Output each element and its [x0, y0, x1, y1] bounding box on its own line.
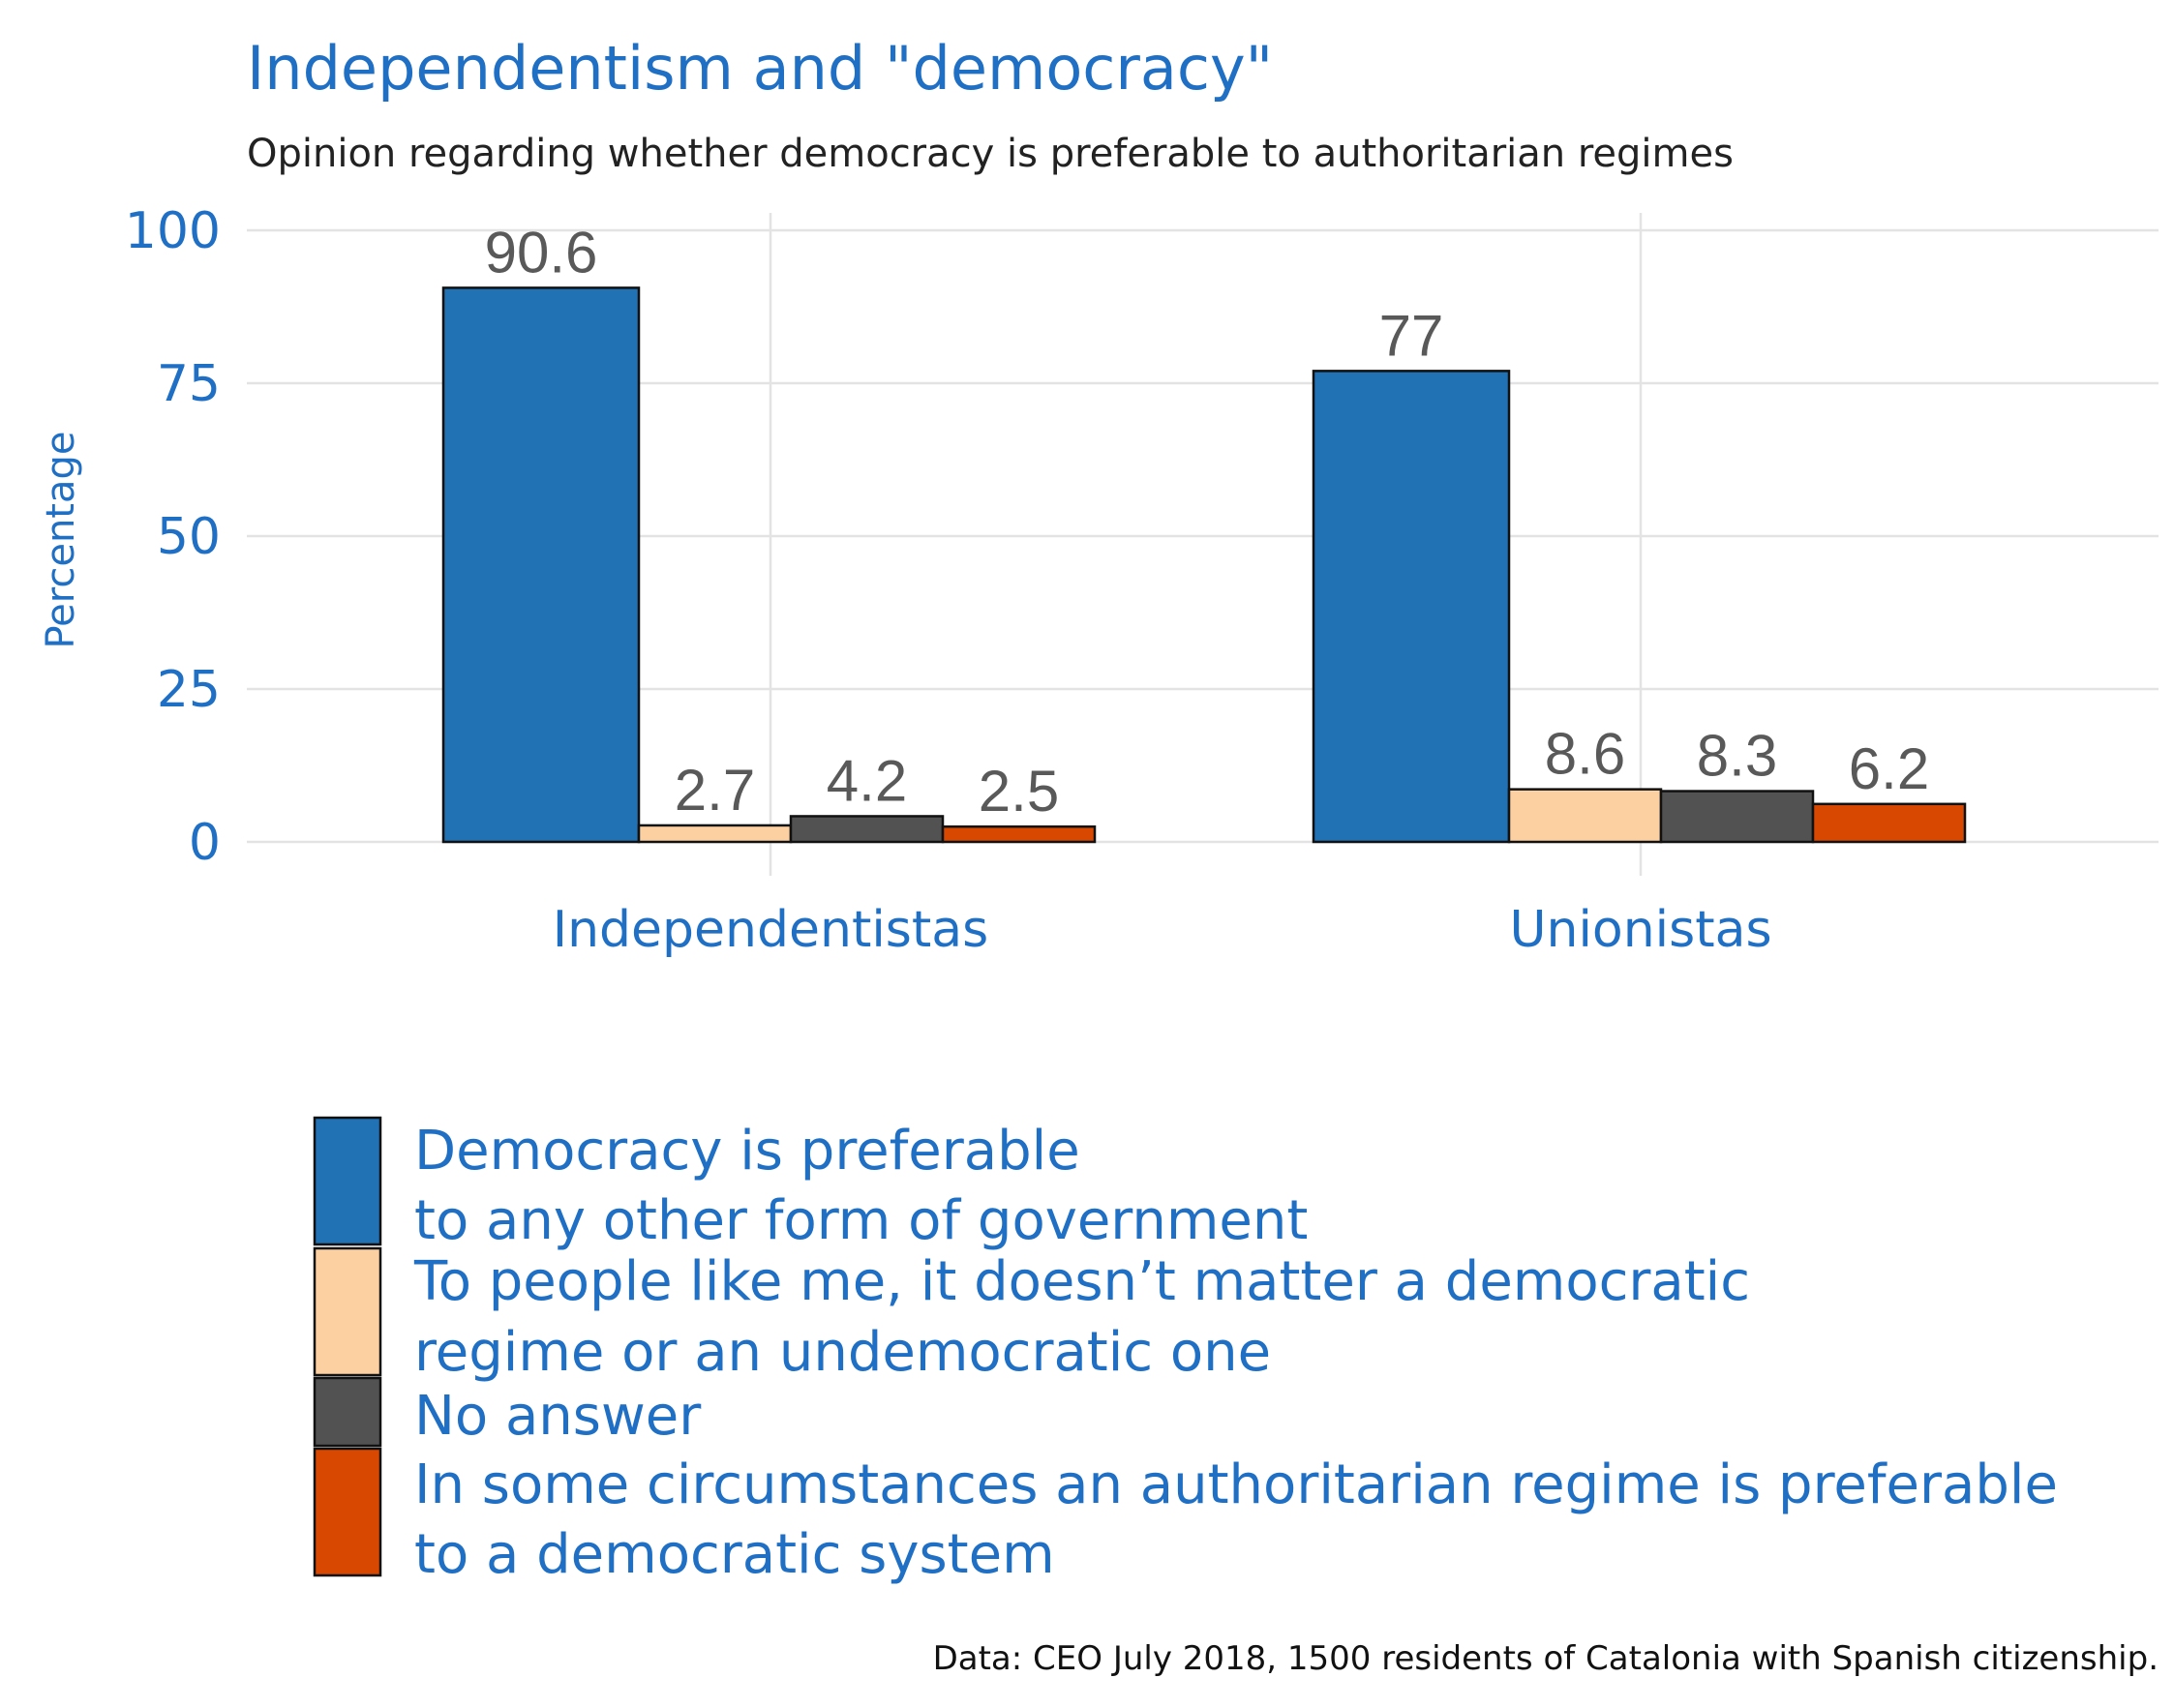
data-labels: 90.6 77 2.7 8.6 4.2 8.3 2.5 6.2	[485, 220, 1930, 824]
bar	[1507, 788, 1663, 844]
data-label: 2.5	[979, 759, 1059, 824]
legend-label: regime or an undemocratic one	[414, 1321, 1271, 1384]
bar	[441, 286, 641, 844]
legend-key	[313, 1447, 382, 1577]
data-label: 77	[1379, 303, 1444, 368]
legend-label: to a democratic system	[414, 1523, 1055, 1586]
bars	[441, 286, 1967, 844]
data-label: 4.2	[827, 748, 907, 813]
y-axis-label: Percentage	[39, 431, 83, 648]
legend-label: Democracy is preferable	[414, 1120, 1080, 1183]
x-tick-label: Unionistas	[1509, 901, 1771, 959]
data-label: 6.2	[1849, 736, 1929, 801]
data-label: 2.7	[675, 758, 755, 823]
legend-label: To people like me, it doesn’t matter a d…	[413, 1250, 1750, 1313]
chart-title: Independentism and "democracy"	[247, 33, 1273, 104]
chart-caption: Data: CEO July 2018, 1500 residents of C…	[933, 1639, 2159, 1678]
bar	[941, 824, 1097, 844]
data-label: 8.3	[1697, 724, 1777, 789]
x-tick-label: Independentistas	[553, 901, 988, 959]
y-tick-label: 25	[157, 661, 221, 719]
bar	[1312, 370, 1511, 844]
legend-key	[313, 1246, 382, 1377]
data-label: 90.6	[485, 220, 598, 285]
y-tick-label: 75	[157, 355, 221, 413]
x-axis-ticks: Independentistas Unionistas	[553, 901, 1772, 959]
data-label: 8.6	[1545, 722, 1625, 787]
legend-label: to any other form of government	[414, 1189, 1308, 1252]
y-tick-label: 100	[125, 202, 221, 260]
legend-key	[313, 1376, 382, 1448]
y-axis-ticks: 0 25 50 75 100	[125, 202, 221, 872]
bar	[637, 824, 793, 844]
bar	[1811, 802, 1967, 844]
bar	[1659, 790, 1815, 844]
legend-label: No answer	[414, 1385, 702, 1448]
legend-key	[313, 1116, 382, 1246]
y-tick-label: 50	[157, 508, 221, 566]
y-tick-label: 0	[189, 814, 221, 872]
chart-subtitle: Opinion regarding whether democracy is p…	[247, 132, 1734, 176]
bar	[789, 815, 945, 844]
legend-label: In some circumstances an authoritarian r…	[414, 1453, 2058, 1516]
